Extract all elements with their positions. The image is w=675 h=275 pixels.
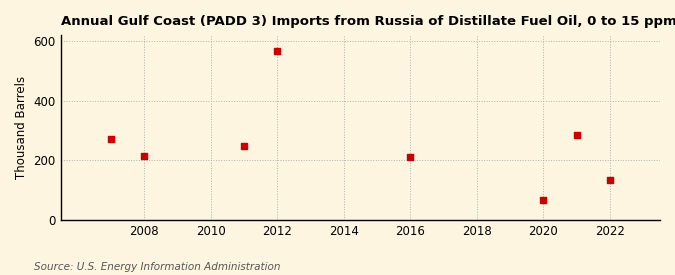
Text: Source: U.S. Energy Information Administration: Source: U.S. Energy Information Administ… [34,262,280,272]
Point [238,144,249,148]
Point [272,49,283,53]
Point [538,198,549,202]
Point [571,133,582,138]
Point [138,154,149,159]
Point [105,137,116,142]
Text: Annual Gulf Coast (PADD 3) Imports from Russia of Distillate Fuel Oil, 0 to 15 p: Annual Gulf Coast (PADD 3) Imports from … [61,15,675,28]
Point [405,155,416,159]
Y-axis label: Thousand Barrels: Thousand Barrels [15,76,28,179]
Point [605,178,616,182]
